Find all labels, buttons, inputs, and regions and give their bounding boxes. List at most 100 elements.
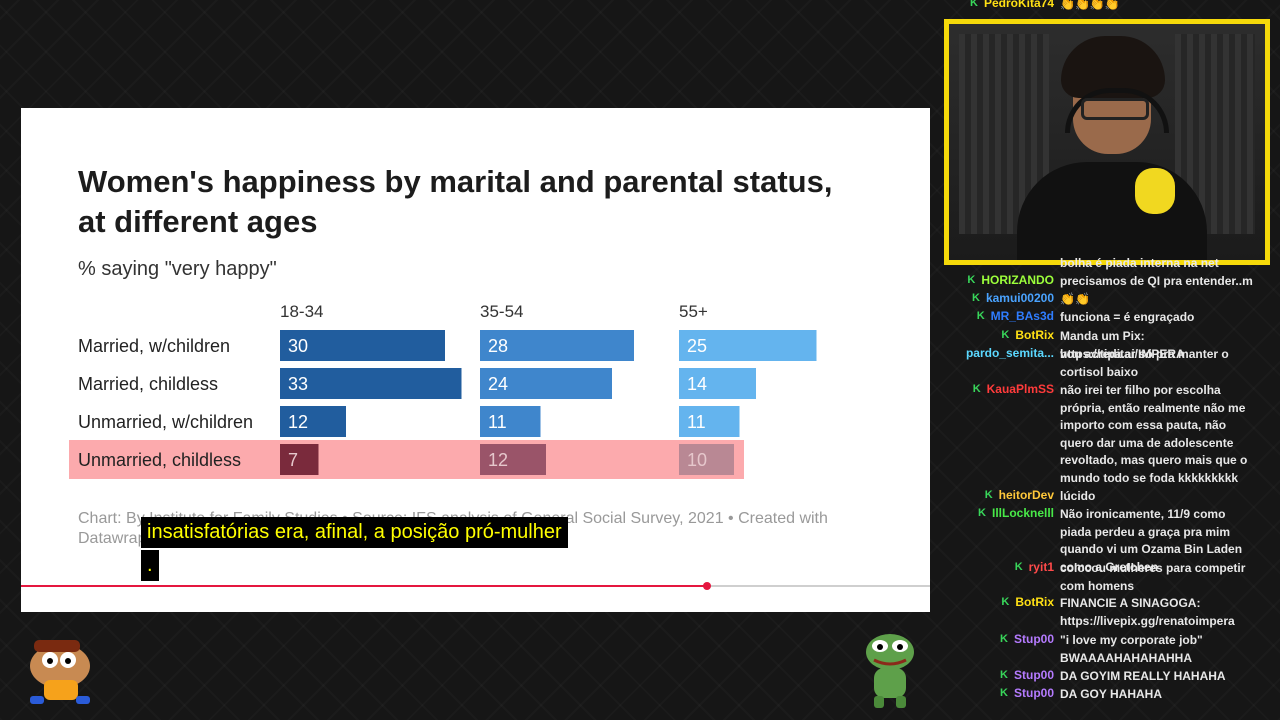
chat-message-header: K Stup00: [1000, 632, 1054, 646]
kick-badge-icon: K: [971, 292, 980, 304]
chat-message-text: funciona = é engraçado: [1060, 310, 1195, 324]
column-header-35-54: 35-54: [480, 302, 523, 321]
chat-top-partial: K PedroKita74 👏👏👏👏: [948, 0, 1260, 14]
chat-message-text: precisamos de QI pra entender..m: [1060, 274, 1253, 288]
kick-badge-icon: K: [1000, 687, 1008, 699]
chat-message-header: K Stup00: [1000, 686, 1054, 700]
chat-message-text: Manda um Pix: https://tipa.ai/IMPERA: [1060, 329, 1185, 361]
chat-message-text: bolha é piada interna na net: [1060, 256, 1219, 270]
chat-message-text: FINANCIE A SINAGOGA: https://livepix.gg/…: [1060, 596, 1235, 628]
video-progress-handle[interactable]: [703, 582, 712, 590]
bar-value-label: 11: [488, 412, 507, 432]
chat-message-header: K HORIZANDO: [967, 273, 1054, 287]
bar-value-label: 30: [288, 336, 308, 356]
chat-username[interactable]: HORIZANDO: [981, 273, 1054, 287]
chat-username[interactable]: BotRix: [1015, 328, 1054, 342]
video-progress-fill: [21, 585, 708, 587]
row-label: Married, childless: [78, 374, 218, 394]
chat-message-header: K PedroKita74: [970, 0, 1054, 10]
column-header-55+: 55+: [679, 302, 708, 321]
bar-value-label: 25: [687, 336, 707, 356]
chat-username[interactable]: Stup00: [1013, 632, 1054, 646]
chat-message-header: K IllLocknelll: [978, 506, 1054, 520]
bar: [280, 368, 462, 399]
chat-message-text: DA GOYIM REALLY HAHAHA: [1060, 669, 1226, 683]
chat-username[interactable]: BotRix: [1015, 595, 1054, 609]
chart-title-line2: at different ages: [78, 204, 318, 239]
chat-message-text: Não ironicamente, 11/9 como piada perdeu…: [1060, 507, 1243, 574]
kick-badge-icon: K: [1000, 669, 1008, 681]
bar: [679, 330, 817, 361]
caption-line2: .: [141, 550, 159, 581]
kick-badge-icon: K: [967, 274, 976, 286]
chat-message-header: K KauaPlmSS: [973, 382, 1054, 396]
chat-message-text: vou acreditar só pra manter o cortisol b…: [1060, 347, 1229, 379]
kick-badge-icon: K: [976, 310, 985, 322]
kick-badge-icon: K: [1014, 561, 1023, 573]
bar: [280, 330, 445, 361]
highlight-row: [69, 440, 744, 479]
chat-username[interactable]: kamui00200: [985, 291, 1054, 305]
kick-badge-icon: K: [978, 507, 986, 519]
chat-message-text: não irei ter filho por escolha própria, …: [1060, 383, 1248, 485]
microphone-icon: [1135, 168, 1175, 214]
kick-badge-icon: K: [970, 0, 978, 9]
chat-message-header: pardo_semita...: [966, 346, 1054, 360]
kick-badge-icon: K: [1001, 329, 1010, 341]
row-label: Married, w/children: [78, 336, 230, 356]
chat-username[interactable]: IllLocknelll: [991, 506, 1054, 520]
chat-username[interactable]: PedroKita74: [983, 0, 1054, 10]
video-progress-bar[interactable]: [21, 582, 930, 590]
bar-value-label: 12: [288, 412, 308, 432]
bar-chart: 18-34 35-54 55+ Married, w/children 30 28 25 Ma…: [69, 302, 817, 479]
chat-message-text: DA GOY HAHAHA: [1060, 687, 1163, 701]
chat-username[interactable]: heitorDev: [998, 488, 1054, 502]
row-label: Unmarried, w/children: [78, 412, 253, 432]
chat-username[interactable]: Stup00: [1013, 686, 1054, 700]
chat-message-header: K BotRix: [1001, 328, 1054, 342]
cartoon-emote-icon: [30, 640, 90, 704]
bar: [480, 406, 541, 437]
chat-username[interactable]: ryit1: [1028, 560, 1054, 574]
caption-line1: insatisfatórias era, afinal, a posição p…: [141, 517, 568, 548]
chat-panel: bolha é piada interna na net K HORIZANDO pr…: [948, 255, 1260, 720]
kick-badge-icon: K: [1000, 633, 1008, 645]
pepe-frog-emote-icon: [866, 634, 914, 708]
streamer-shirt: [1017, 162, 1207, 260]
glasses: [1081, 98, 1149, 120]
bar-value-label: 33: [288, 374, 308, 394]
bar-value-label: 12: [488, 450, 508, 470]
chat-username[interactable]: Stup00: [1013, 668, 1054, 682]
chat-username[interactable]: pardo_semita...: [965, 346, 1054, 360]
bar-value-label: 11: [687, 412, 706, 432]
chart-title-line1: Women's happiness by marital and parenta…: [78, 164, 833, 199]
bar: [280, 406, 346, 437]
streamer-hair: [1061, 36, 1165, 98]
bar-value-label: 24: [488, 374, 508, 394]
chat-username[interactable]: MR_BAs3d: [990, 309, 1054, 323]
chat-message-text: "i love my corporate job" BWAAAAHAHAHAHH…: [1060, 633, 1203, 665]
chat-message-text: lúcido: [1060, 489, 1096, 503]
kick-badge-icon: K: [972, 383, 981, 395]
bar: [679, 444, 734, 475]
bar: [480, 330, 634, 361]
chat-username[interactable]: KauaPlmSS: [986, 382, 1054, 396]
kick-badge-icon: K: [1001, 596, 1010, 608]
chat-message-text: 👏👏👏👏: [1060, 0, 1120, 11]
chat-message-header: K Stup00: [1000, 668, 1054, 682]
bar: [480, 368, 612, 399]
bar: [679, 368, 756, 399]
chart-subtitle: % saying "very happy": [78, 258, 277, 280]
chat-message-header: K BotRix: [1001, 595, 1054, 609]
bar-value-label: 28: [488, 336, 508, 356]
bar: [280, 444, 319, 475]
bar-value-label: 10: [687, 450, 707, 470]
chat-message-text: colocou mulheres para competir com homen…: [1060, 561, 1246, 593]
column-header-18-34: 18-34: [280, 302, 323, 321]
row-label: Unmarried, childless: [78, 450, 241, 470]
bar: [679, 406, 740, 437]
chart-title: Women's happiness by marital and parenta…: [78, 162, 908, 242]
